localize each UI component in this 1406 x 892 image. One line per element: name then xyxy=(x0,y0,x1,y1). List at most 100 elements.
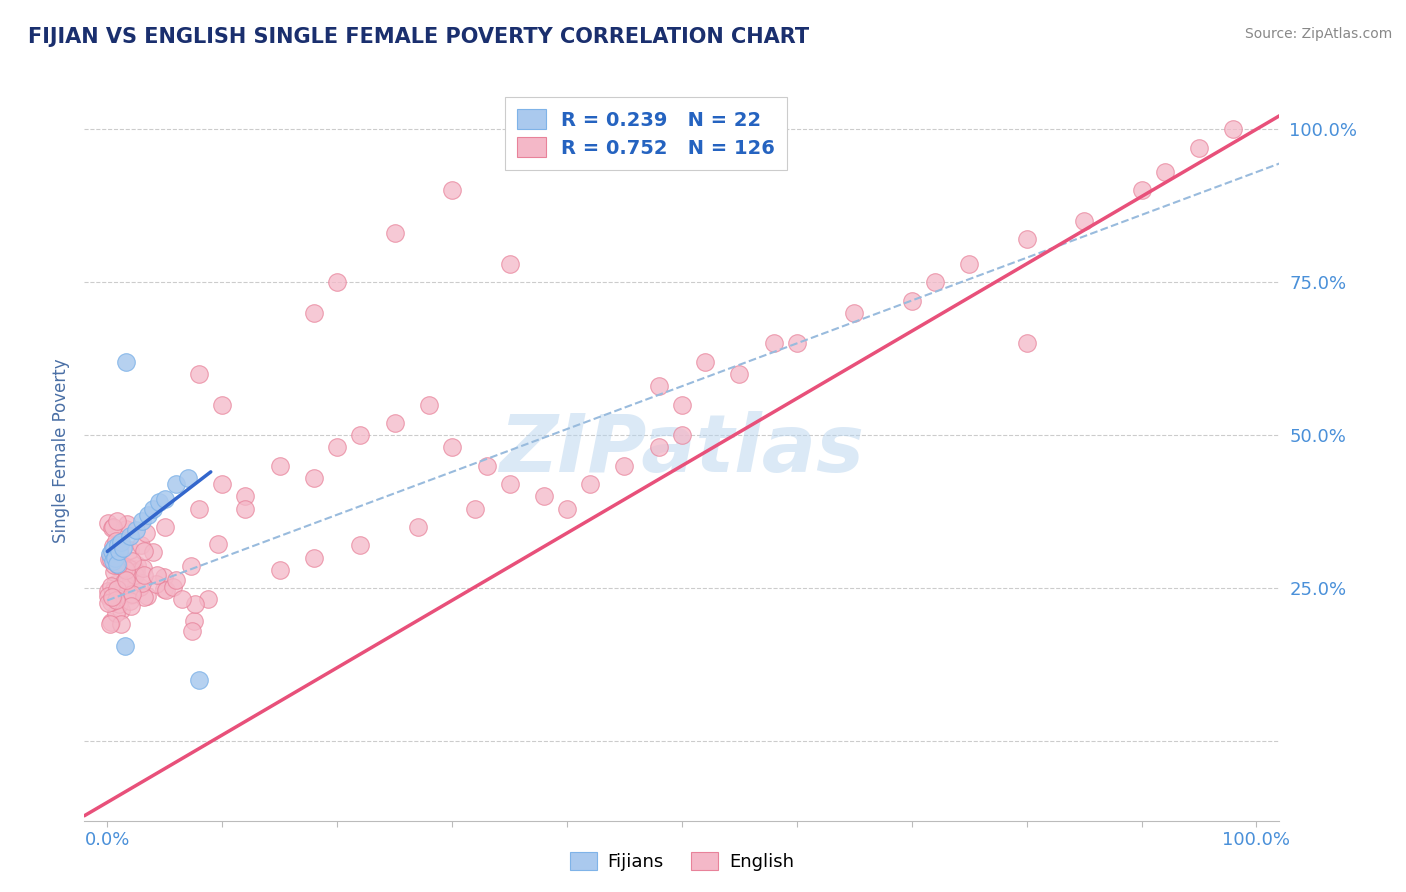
Point xyxy=(671,398,693,412)
Point xyxy=(1130,183,1153,197)
Point xyxy=(115,563,138,577)
Point xyxy=(115,573,138,587)
Point xyxy=(103,558,125,573)
Point xyxy=(120,562,142,576)
Point xyxy=(115,516,138,531)
Point xyxy=(957,257,980,271)
Point xyxy=(579,477,602,491)
Point xyxy=(131,514,153,528)
Point xyxy=(165,477,187,491)
Point xyxy=(1073,214,1095,228)
Point xyxy=(302,550,325,565)
Point xyxy=(475,458,498,473)
Point xyxy=(104,592,127,607)
Point xyxy=(441,183,464,197)
Point xyxy=(112,582,135,596)
Point xyxy=(384,416,406,430)
Point xyxy=(326,275,349,289)
Point xyxy=(441,441,464,455)
Point xyxy=(114,355,136,369)
Point xyxy=(98,551,121,566)
Point xyxy=(211,398,233,412)
Point xyxy=(110,616,132,631)
Point xyxy=(132,543,155,558)
Point xyxy=(110,603,132,617)
Point xyxy=(129,580,152,594)
Point xyxy=(142,544,165,558)
Point xyxy=(129,538,152,552)
Point xyxy=(121,587,143,601)
Point xyxy=(349,538,371,552)
Point xyxy=(844,306,866,320)
Point xyxy=(533,489,555,503)
Point xyxy=(103,541,125,556)
Point xyxy=(131,575,153,590)
Point xyxy=(418,398,440,412)
Text: ZIPatlas: ZIPatlas xyxy=(499,411,865,490)
Point xyxy=(1188,140,1211,154)
Point xyxy=(269,563,291,577)
Text: FIJIAN VS ENGLISH SINGLE FEMALE POVERTY CORRELATION CHART: FIJIAN VS ENGLISH SINGLE FEMALE POVERTY … xyxy=(28,27,810,46)
Point xyxy=(184,598,207,612)
Point xyxy=(103,566,125,580)
Point xyxy=(786,336,808,351)
Point xyxy=(165,573,187,587)
Point xyxy=(107,587,129,601)
Point xyxy=(349,428,371,442)
Point xyxy=(134,590,156,604)
Point xyxy=(302,306,325,320)
Point xyxy=(108,544,131,558)
Point xyxy=(101,590,124,604)
Point xyxy=(762,336,785,351)
Point xyxy=(326,441,349,455)
Point xyxy=(120,529,142,543)
Point xyxy=(120,599,142,613)
Point xyxy=(498,257,520,271)
Point xyxy=(233,501,256,516)
Point xyxy=(648,379,671,393)
Point xyxy=(153,520,176,534)
Point xyxy=(188,673,211,687)
Point xyxy=(155,582,177,597)
Point xyxy=(115,522,138,536)
Point xyxy=(132,568,155,582)
Point xyxy=(120,578,142,592)
Point xyxy=(112,541,135,556)
Point xyxy=(1015,232,1038,246)
Point xyxy=(97,516,120,530)
Point xyxy=(135,525,157,540)
Point xyxy=(105,514,128,528)
Point xyxy=(153,582,176,596)
Point xyxy=(101,553,124,567)
Point xyxy=(103,583,125,598)
Point xyxy=(105,533,128,548)
Point xyxy=(384,226,406,240)
Point xyxy=(101,544,124,558)
Point xyxy=(135,590,157,604)
Point xyxy=(693,355,716,369)
Point xyxy=(100,594,122,608)
Point xyxy=(197,591,219,606)
Point xyxy=(148,495,170,509)
Point xyxy=(180,559,202,574)
Point xyxy=(114,640,136,654)
Point xyxy=(108,555,131,569)
Point xyxy=(269,458,291,473)
Point xyxy=(924,275,946,289)
Point xyxy=(101,540,124,554)
Point xyxy=(97,596,120,610)
Point xyxy=(108,597,131,611)
Point xyxy=(101,521,124,535)
Point xyxy=(107,538,129,552)
Point xyxy=(100,615,122,630)
Point xyxy=(406,520,429,534)
Point xyxy=(124,582,146,596)
Point xyxy=(124,567,146,582)
Point xyxy=(117,560,139,574)
Point xyxy=(104,577,127,591)
Point xyxy=(180,624,202,638)
Point xyxy=(124,562,146,576)
Point xyxy=(100,553,122,567)
Point xyxy=(162,580,184,594)
Point xyxy=(105,557,128,571)
